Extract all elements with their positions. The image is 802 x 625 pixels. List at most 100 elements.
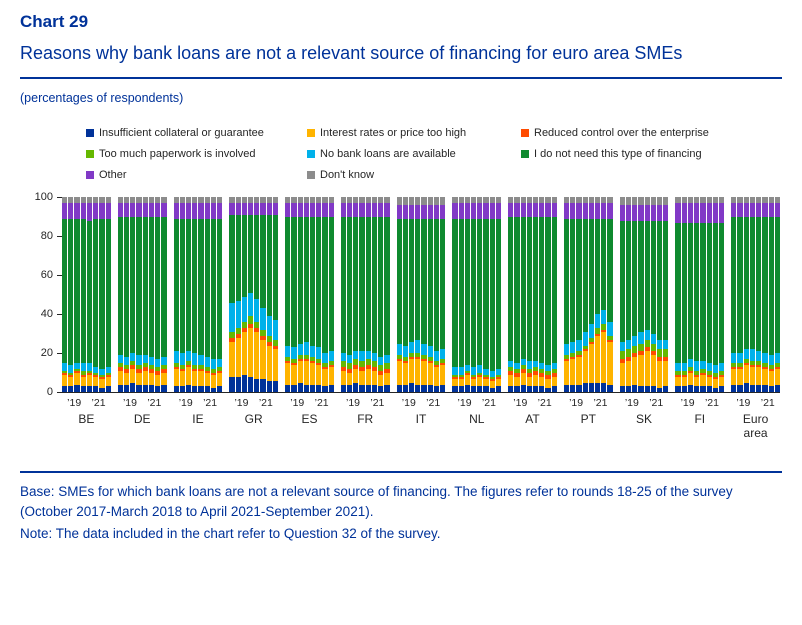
bar-segment	[681, 203, 687, 223]
bar-segment	[452, 374, 458, 377]
bar-segment	[594, 335, 601, 383]
bar-segment	[142, 370, 148, 385]
bar-segment	[353, 382, 359, 393]
bar-segment	[440, 349, 446, 360]
bar-segment	[495, 218, 502, 369]
bar-segment	[464, 370, 471, 373]
stacked-bar	[644, 197, 650, 393]
bar-segment	[570, 203, 576, 219]
bar-segment	[458, 386, 464, 393]
bar-segment	[123, 203, 130, 217]
bar-segment	[545, 370, 551, 375]
bar-segment	[371, 361, 378, 367]
bar-segment	[607, 218, 613, 323]
stacked-bar	[396, 197, 402, 393]
bar-stack-row	[62, 197, 111, 393]
stacked-bar	[681, 197, 687, 393]
bar-segment	[347, 384, 353, 393]
bar-segment	[396, 218, 402, 344]
bar-segment	[340, 384, 347, 393]
bar-segment	[582, 349, 588, 352]
bar-segment	[316, 197, 322, 204]
bar-segment	[185, 197, 192, 204]
bar-segment	[99, 388, 105, 393]
base-note: Base: SMEs for which bank loans are not …	[20, 483, 733, 520]
bar-segment	[142, 384, 148, 393]
country-group: ’19 ’21 IE	[173, 197, 223, 441]
bar-segment	[638, 205, 644, 221]
bar-segment	[458, 203, 464, 219]
bar-stack-row	[229, 197, 279, 393]
bar-segment	[409, 382, 415, 393]
bar-segment	[489, 197, 495, 204]
bar-segment	[607, 322, 613, 336]
bar-segment	[272, 349, 279, 381]
bar-segment	[340, 197, 347, 204]
bar-segment	[768, 368, 774, 371]
bar-segment	[272, 339, 279, 346]
stacked-bar	[99, 197, 105, 393]
bar-segment	[68, 376, 74, 387]
bar-segment	[359, 384, 365, 393]
bar-segment	[322, 366, 328, 369]
bar-segment	[607, 203, 613, 219]
bar-segment	[192, 353, 198, 366]
stacked-bar	[675, 197, 681, 393]
bar-segment	[718, 370, 725, 375]
stacked-bar	[464, 197, 471, 393]
bar-segment	[427, 363, 433, 385]
bar-segment	[254, 197, 260, 204]
x-tick-label: ’21	[704, 397, 719, 410]
stacked-bar	[700, 197, 706, 393]
bar-segment	[309, 357, 316, 362]
bar-segment	[588, 197, 594, 204]
bar-segment	[421, 205, 427, 219]
bar-segment	[551, 197, 557, 204]
bar-segment	[105, 386, 111, 393]
bar-segment	[86, 203, 93, 221]
bar-segment	[427, 218, 433, 346]
y-axis-label: 0	[46, 386, 53, 399]
bar-segment	[161, 365, 167, 369]
bar-segment	[254, 327, 260, 332]
stacked-bar	[291, 197, 297, 393]
bar-segment	[396, 343, 402, 356]
bar-segment	[93, 376, 99, 387]
bar-segment	[594, 218, 601, 315]
bar-segment	[675, 370, 681, 375]
bar-segment	[415, 384, 421, 393]
bar-segment	[266, 345, 272, 381]
bar-segment	[68, 203, 74, 219]
bar-segment	[477, 386, 483, 393]
bar-segment	[371, 216, 378, 354]
bar-segment	[384, 216, 390, 356]
bar-segment	[656, 357, 663, 362]
bar-segment	[452, 218, 458, 367]
bar-segment	[582, 331, 588, 346]
bar-segment	[148, 203, 155, 217]
bar-segment	[594, 333, 601, 336]
bar-segment	[340, 353, 347, 362]
bar-segment	[285, 216, 291, 346]
bar-segment	[712, 378, 718, 389]
bar-segment	[291, 384, 297, 393]
bar-segment	[533, 386, 539, 393]
legend-item: No bank loans are available	[307, 148, 521, 160]
bar-segment	[545, 388, 551, 393]
bar-segment	[656, 339, 663, 350]
stacked-bar	[737, 197, 743, 393]
bar-segment	[198, 355, 204, 366]
bar-segment	[328, 384, 334, 393]
bar-segment	[588, 341, 594, 344]
bar-segment	[353, 216, 359, 352]
stacked-bar	[718, 197, 725, 393]
bar-stack-row	[731, 197, 780, 393]
chart-number: Chart 29	[20, 12, 89, 31]
bar-segment	[241, 214, 247, 297]
bar-segment	[433, 366, 440, 387]
bar-segment	[204, 366, 210, 371]
bar-segment	[656, 361, 663, 389]
bar-segment	[756, 351, 762, 362]
bar-segment	[241, 374, 247, 393]
bar-segment	[737, 368, 743, 385]
